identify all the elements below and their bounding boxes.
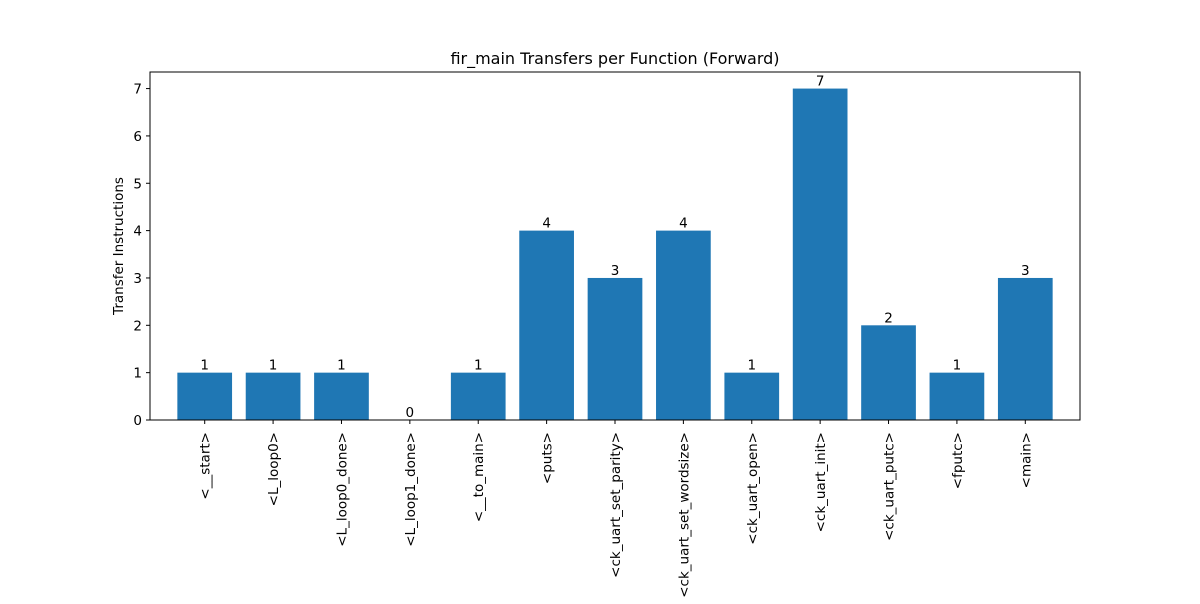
bar-value-label: 1 xyxy=(953,358,962,374)
bar xyxy=(724,372,780,420)
bar-value-label: 7 xyxy=(816,74,825,90)
x-tick-label: <L_loop0> xyxy=(266,432,282,506)
bar-value-label: 1 xyxy=(200,358,209,374)
x-tick-label: <ck_uart_set_parity> xyxy=(608,432,624,578)
bar-value-label: 0 xyxy=(406,405,415,421)
bar xyxy=(861,325,916,420)
x-tick-label: <__to_main> xyxy=(471,432,487,522)
y-tick-label: 3 xyxy=(133,271,142,287)
bar xyxy=(177,372,233,420)
x-tick-label: <ck_uart_init> xyxy=(813,432,829,532)
x-tick-label: <L_loop0_done> xyxy=(334,432,350,547)
y-tick-label: 1 xyxy=(133,366,142,382)
bar xyxy=(314,372,369,420)
y-tick-label: 7 xyxy=(133,82,142,98)
y-tick-label: 4 xyxy=(133,224,142,240)
bar-value-label: 3 xyxy=(1021,263,1030,279)
data-labels-layer: 1 1 1 0 1 4 3 4 1 7 2 1 3 xyxy=(200,74,1029,421)
x-tick-label: <main> xyxy=(1018,432,1034,488)
x-tick-label: <__start> xyxy=(198,432,214,500)
x-tick-label: <L_loop1_done> xyxy=(403,432,419,547)
bar xyxy=(587,277,643,420)
y-tick-label: 2 xyxy=(133,318,142,334)
x-tick-label: <ck_uart_open> xyxy=(745,432,761,545)
bar xyxy=(792,88,848,421)
bar xyxy=(450,372,506,420)
bar xyxy=(656,230,711,420)
bar-value-label: 1 xyxy=(269,358,278,374)
bar xyxy=(929,372,985,420)
x-tick-label: <puts> xyxy=(540,432,556,484)
bar xyxy=(519,230,574,420)
x-tick-label: <ck_uart_set_wordsize> xyxy=(676,432,692,598)
bar-value-label: 4 xyxy=(542,216,551,232)
bar xyxy=(245,372,301,420)
y-axis-label: Transfer Instructions xyxy=(111,177,127,316)
bar-value-label: 2 xyxy=(884,310,893,326)
bar-value-label: 1 xyxy=(337,358,346,374)
chart-title: fir_main Transfers per Function (Forward… xyxy=(450,49,779,69)
y-tick-label: 6 xyxy=(133,129,142,145)
x-tick-label: <fputc> xyxy=(950,432,966,489)
bar-value-label: 3 xyxy=(611,263,620,279)
y-axis: 0 1 2 3 4 5 6 7 xyxy=(133,82,150,429)
y-tick-label: 5 xyxy=(133,176,142,192)
bars-layer xyxy=(177,88,1053,421)
y-tick-label: 0 xyxy=(133,413,142,429)
bar-value-label: 4 xyxy=(679,216,688,232)
x-axis: <__start> <L_loop0> <L_loop0_done> <L_loop1… xyxy=(198,420,1034,598)
plot-area-frame xyxy=(149,71,1081,421)
bar-value-label: 1 xyxy=(474,358,483,374)
bar xyxy=(997,277,1053,420)
x-tick-label: <ck_uart_putc> xyxy=(882,432,898,541)
bar-value-label: 1 xyxy=(747,358,756,374)
